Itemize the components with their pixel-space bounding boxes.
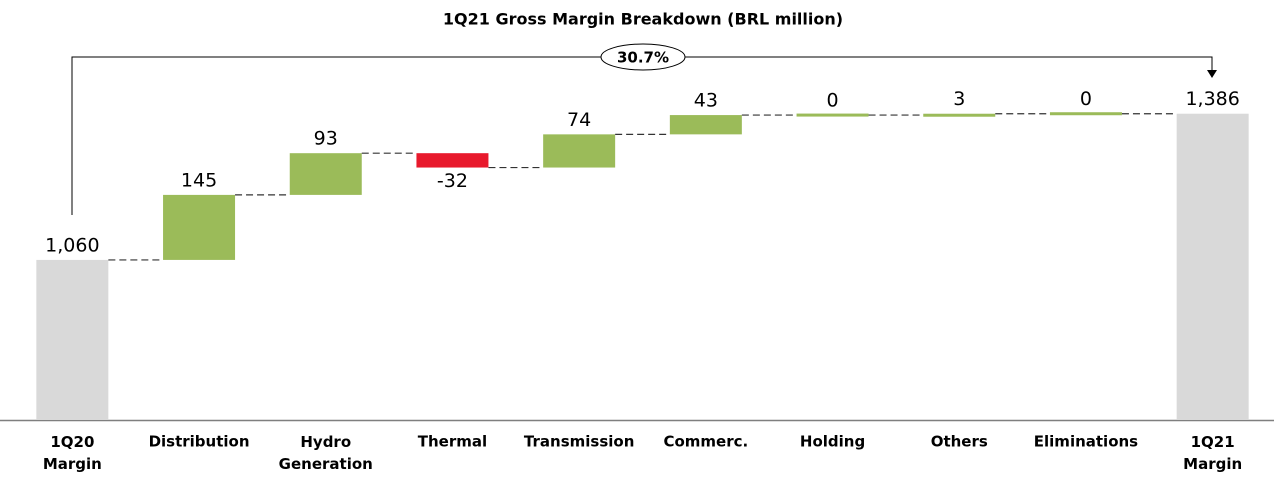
x-tick-label: Distribution (149, 433, 250, 451)
bar (923, 113, 996, 117)
bar (416, 153, 489, 168)
value-label: 3 (953, 88, 965, 110)
bar (669, 115, 742, 135)
x-tick-label: Holding (800, 433, 865, 451)
value-label: 0 (1080, 88, 1092, 110)
bar (36, 259, 109, 420)
bar (1049, 112, 1122, 116)
growth-label: 30.7% (617, 49, 669, 67)
x-tick-label: Transmission (524, 433, 634, 451)
chart-title: 1Q21 Gross Margin Breakdown (BRL million… (443, 10, 843, 29)
value-label: 0 (827, 90, 839, 112)
bar (289, 153, 362, 195)
bar (1176, 113, 1249, 420)
growth-badge (600, 43, 686, 71)
value-label: 74 (567, 109, 591, 131)
x-tick-label: Commerc. (663, 433, 748, 451)
growth-arrow-line (71, 56, 1213, 215)
x-tick-label: Others (931, 433, 988, 451)
x-tick-label: 1Q21 Margin (1183, 433, 1242, 473)
x-tick-label: Hydro Generation (279, 433, 373, 473)
bar (796, 113, 869, 117)
value-label: 43 (694, 90, 718, 112)
value-label: 145 (181, 169, 217, 191)
value-label: 93 (314, 128, 338, 150)
value-label: 1,060 (45, 234, 99, 256)
value-label: 1,386 (1185, 88, 1239, 110)
bar (163, 194, 236, 260)
x-tick-label: Thermal (418, 433, 487, 451)
bar (543, 134, 616, 168)
growth-arrow-head (1207, 70, 1217, 78)
x-tick-label: 1Q20 Margin (43, 433, 102, 473)
x-tick-label: Eliminations (1034, 433, 1138, 451)
value-label: -32 (437, 170, 468, 192)
